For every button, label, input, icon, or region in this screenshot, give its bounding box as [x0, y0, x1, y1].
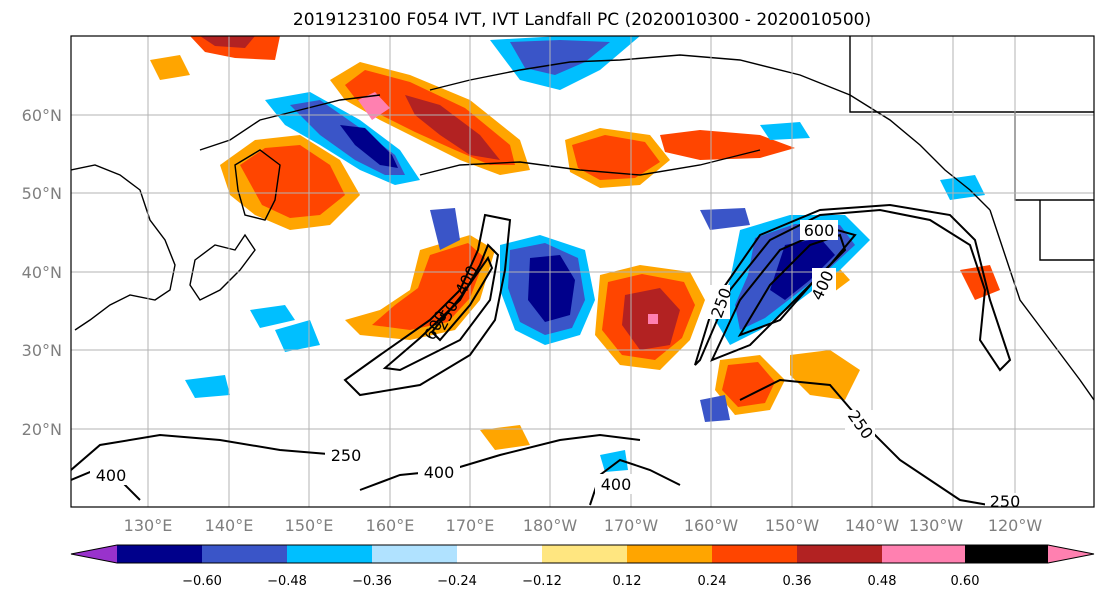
longitude-labels: 130°E 140°E 150°E 160°E 170°E 180°W 170°… [124, 516, 1043, 535]
lon-tick-label: 130°W [909, 516, 964, 535]
colorbar-segment [117, 545, 202, 563]
contour-label: 400 [424, 463, 455, 482]
contour-west-ar-250 [343, 213, 512, 397]
coast-japan [189, 233, 256, 301]
colorbar-segment [965, 545, 1048, 563]
lon-tick-label: 150°E [285, 516, 334, 535]
anomaly-neg-west-a [250, 305, 295, 328]
anomaly-neg-gulf [760, 122, 810, 140]
contour-label: 250 [990, 492, 1021, 511]
contour-label: 400 [601, 475, 632, 494]
map-frame [70, 35, 1095, 508]
anomaly-neg-north-mid [510, 40, 610, 75]
colorbar-segment [627, 545, 712, 563]
border-us-states [1039, 200, 1094, 261]
contour-east-ar-600 [737, 233, 847, 337]
coast-kamchatka [234, 149, 281, 221]
lon-tick-label: 180°W [523, 516, 578, 535]
anomaly-blob-central-peak [648, 314, 658, 324]
colorbar-segment [457, 545, 542, 563]
colorbar-segment [287, 545, 372, 563]
colorbar-segment [712, 545, 797, 563]
colorbar-extend-low [71, 545, 117, 563]
coast-na-west [989, 209, 1094, 401]
anomaly-blob-alaska-south [660, 130, 795, 160]
figure-title: 2019123100 F054 IVT, IVT Landfall PC (20… [293, 10, 871, 30]
coast-aleutians [419, 149, 761, 176]
anomaly-blob-southeast-a-mid [722, 362, 775, 407]
lon-tick-label: 160°E [366, 516, 415, 535]
anomaly-neg-south-b [600, 450, 628, 472]
anomaly-neg-bering-core [340, 125, 398, 168]
lon-tick-label: 170°E [446, 516, 495, 535]
lon-tick-label: 140°W [845, 516, 900, 535]
lat-tick-label: 60°N [22, 106, 62, 125]
contour-east-ar-250 [694, 203, 1012, 372]
anomaly-blob-bering-peak [358, 92, 390, 120]
colorbar-tick-label: −0.24 [437, 574, 477, 589]
colorbar-tick-label: 0.36 [783, 574, 812, 589]
colorbar-outline [70, 544, 1095, 564]
contour-label: 600 [804, 221, 835, 240]
lon-tick-label: 140°E [205, 516, 254, 535]
colorbar-tick-label: 0.48 [868, 574, 897, 589]
colorbar: −0.60 −0.48 −0.36 −0.24 −0.12 0.12 0.24 … [70, 544, 1095, 589]
contour-label: 400 [96, 466, 127, 485]
lat-tick-label: 40°N [22, 263, 62, 282]
latitude-labels: 60°N 50°N 40°N 30°N 20°N [22, 106, 62, 439]
lon-tick-label: 120°W [988, 516, 1043, 535]
anomaly-blob-south-a [480, 425, 530, 450]
colorbar-tick-label: −0.12 [522, 574, 562, 589]
colorbar-tick-label: 0.60 [951, 574, 980, 589]
anomaly-neg-south-a [700, 395, 730, 422]
lat-tick-label: 50°N [22, 184, 62, 203]
colorbar-segment [797, 545, 882, 563]
border-canada [849, 36, 1094, 113]
anomaly-blob-gulf-mid [572, 135, 660, 180]
colorbar-tick-label: −0.60 [182, 574, 222, 589]
anomaly-neg-east-small [700, 208, 750, 230]
colorbar-tick-label: 0.24 [698, 574, 727, 589]
colorbar-segment [202, 545, 287, 563]
anomaly-blob-southeast-b [790, 350, 860, 400]
positive-anomaly-fill [150, 36, 1000, 450]
lon-tick-label: 170°W [604, 516, 659, 535]
colorbar-tick-label: 0.12 [613, 574, 642, 589]
anomaly-neg-west-small [430, 208, 460, 250]
contour-east-ar-400 [710, 226, 857, 362]
anomaly-blob-north-a-core [200, 36, 255, 48]
anomaly-neg-east-ar-core [770, 238, 835, 300]
coast-alaska [429, 54, 991, 211]
anomaly-blob-west-ar-mid [372, 243, 485, 330]
colorbar-tick-label: −0.48 [267, 574, 307, 589]
anomaly-blob-nw-small [150, 55, 190, 80]
coast-asia [71, 164, 176, 331]
colorbar-extend-high [1048, 545, 1094, 563]
anomaly-neg-west-c [185, 375, 230, 398]
colorbar-segment [882, 545, 965, 563]
map-panel: 250 400 600 250 250 400 250 400 400 250 … [70, 35, 1095, 511]
lat-tick-label: 20°N [22, 420, 62, 439]
contour-label: 250 [331, 446, 362, 465]
colorbar-segment [372, 545, 457, 563]
lon-tick-label: 130°E [124, 516, 173, 535]
lon-tick-label: 160°W [684, 516, 739, 535]
lon-tick-label: 150°W [765, 516, 820, 535]
contour-west-ar-600 [430, 255, 494, 342]
contour-south-400 [359, 433, 641, 491]
colorbar-segment [542, 545, 627, 563]
anomaly-blob-bering-core [405, 95, 500, 160]
colorbar-tick-label: −0.36 [352, 574, 392, 589]
lat-tick-label: 30°N [22, 341, 62, 360]
anomaly-blob-kamchatka-mid [240, 145, 345, 218]
anomaly-blob-coast [960, 265, 1000, 300]
ivt-contours [71, 203, 1012, 507]
contour-south-250-a [71, 433, 341, 471]
